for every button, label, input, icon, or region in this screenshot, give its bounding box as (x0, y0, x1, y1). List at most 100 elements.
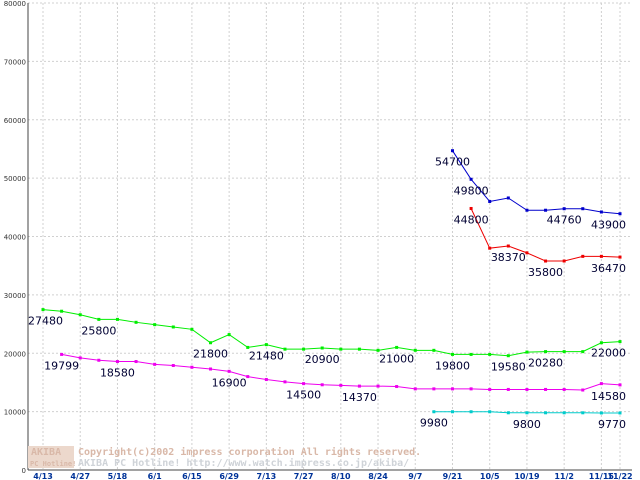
series-0-point-31 (618, 340, 622, 344)
series-2-point-0 (432, 410, 436, 414)
series-3-point-4 (525, 208, 529, 212)
series-1-point-19 (413, 387, 417, 391)
series-2-point-9 (599, 411, 603, 415)
series-1-point-10 (246, 375, 250, 379)
series-1-point-27 (562, 387, 566, 391)
series-3-point-6 (562, 207, 566, 211)
y-tick-label-6: 60000 (4, 117, 26, 125)
series-0-point-2 (78, 313, 82, 317)
series-1-point-21 (450, 387, 454, 391)
y-tick-label-3: 30000 (4, 292, 26, 300)
series-0-point-15 (320, 346, 324, 350)
data-label-s2-2: 9770 (598, 418, 626, 431)
series-1-point-17 (376, 384, 380, 388)
data-label-s1-2: 16900 (212, 376, 247, 389)
series-3-point-1 (469, 177, 473, 181)
series-0-point-14 (302, 347, 306, 351)
data-label-s1-0: 19799 (44, 359, 79, 372)
series-3-point-9 (618, 212, 622, 216)
x-tick-label-14: 11/2 (554, 472, 574, 480)
series-4-point-7 (599, 254, 603, 258)
series-1-point-16 (357, 384, 361, 388)
data-label-s0-5: 21000 (379, 352, 414, 365)
data-label-s0-0: 27480 (28, 315, 63, 328)
x-tick-label-10: 9/7 (408, 472, 422, 480)
series-0-point-6 (153, 323, 157, 327)
series-0-point-7 (171, 325, 175, 329)
series-line-3 (452, 150, 621, 215)
series-0-point-1 (60, 309, 64, 313)
series-0-point-26 (525, 350, 529, 354)
data-label-s3-3: 43900 (591, 219, 626, 232)
series-2-point-5 (525, 411, 529, 415)
series-1-point-9 (227, 369, 231, 373)
series-1-point-1 (78, 356, 82, 360)
series-0-point-18 (376, 348, 380, 352)
series-2-point-6 (544, 411, 548, 415)
series-0-point-16 (339, 347, 343, 351)
y-tick-label-2: 20000 (4, 350, 26, 358)
y-tick-label-7: 70000 (4, 58, 26, 66)
data-label-s4-3: 36470 (591, 262, 626, 275)
series-1-point-28 (581, 388, 585, 392)
x-tick-label-1: 4/27 (70, 472, 90, 480)
series-3-point-3 (506, 196, 510, 200)
series-2-point-10 (618, 411, 622, 415)
series-0-point-24 (488, 352, 492, 356)
series-0-point-20 (413, 348, 417, 352)
series-1-point-12 (283, 380, 287, 384)
series-0-point-12 (264, 343, 268, 347)
series-1-point-2 (97, 358, 101, 362)
series-0-point-29 (581, 350, 585, 354)
series-2-point-8 (581, 411, 585, 415)
series-0-point-19 (395, 345, 399, 349)
series-0-point-10 (227, 333, 231, 337)
series-0-point-0 (41, 308, 45, 312)
series-0-point-13 (283, 347, 287, 351)
data-label-s0-3: 21480 (249, 350, 284, 363)
x-tick-label-13: 10/19 (514, 472, 540, 480)
x-tick-label-11: 9/21 (443, 472, 463, 480)
series-line-0 (42, 309, 621, 357)
y-tick-label-8: 80000 (4, 0, 26, 8)
series-1-point-4 (134, 360, 138, 364)
y-tick-label-5: 50000 (4, 175, 26, 183)
x-tick-label-12: 10/5 (480, 472, 500, 480)
x-tick-label-3: 6/1 (148, 472, 162, 480)
series-0-point-22 (450, 352, 454, 356)
series-1-point-30 (618, 383, 622, 387)
y-tick-label-4: 40000 (4, 234, 26, 242)
x-tick-label-8: 8/10 (331, 472, 351, 480)
y-tick-labels: 0 10000 20000 30000 40000 50000 60000 70000 8000… (4, 0, 26, 475)
series-4-point-2 (506, 244, 510, 248)
x-tick-labels: 4/13 4/27 5/18 6/1 6/15 6/29 7/13 7/27 8/10 8/24 9… (33, 472, 632, 480)
series-3-point-2 (488, 199, 492, 203)
series-1-point-7 (190, 365, 194, 369)
series-0-point-11 (246, 345, 250, 349)
series-group (41, 149, 622, 415)
series-1-point-29 (599, 382, 603, 386)
site-url-line: AKIBA PC Hotline! http://www.watch.impre… (78, 457, 409, 469)
series-1-point-25 (525, 387, 529, 391)
series-1-point-0 (60, 352, 64, 356)
data-label-s0-7: 19580 (491, 361, 526, 374)
data-label-s3-0: 54700 (435, 156, 470, 169)
series-3-point-0 (450, 149, 454, 153)
series-0-point-21 (432, 348, 436, 352)
data-label-s0-2: 21800 (193, 348, 228, 361)
series-4-point-0 (469, 206, 473, 210)
axes (27, 3, 632, 471)
data-label-s4-1: 38370 (491, 251, 526, 264)
data-label-s0-9: 22000 (591, 347, 626, 360)
copyright-watermark: AKIBA PC Hotline! Copyright(c)2002 impre… (28, 446, 421, 469)
series-1-point-23 (488, 387, 492, 391)
series-0-point-23 (469, 352, 473, 356)
series-1-point-14 (320, 383, 324, 387)
data-label-s1-3: 14500 (286, 389, 321, 402)
series-1-point-26 (544, 387, 548, 391)
series-0-point-9 (209, 341, 213, 345)
data-label-s0-4: 20900 (305, 353, 340, 366)
x-tick-label-5: 6/29 (219, 472, 239, 480)
y-tick-label-0: 0 (22, 467, 26, 475)
